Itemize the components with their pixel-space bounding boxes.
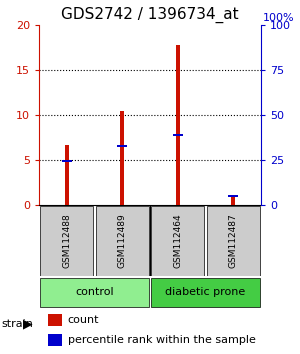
Text: GSM112487: GSM112487 (229, 213, 238, 268)
Bar (48, 314, 62, 326)
Text: GSM112464: GSM112464 (173, 213, 182, 268)
FancyBboxPatch shape (151, 278, 260, 307)
Bar (173, 134, 183, 136)
Bar (228, 195, 238, 198)
Text: control: control (75, 287, 114, 297)
Bar (176, 45, 180, 205)
Bar (48, 334, 62, 346)
Text: ▶: ▶ (22, 318, 32, 330)
Bar (62, 160, 72, 162)
Bar (120, 110, 124, 205)
Text: GSM112489: GSM112489 (118, 213, 127, 268)
Text: strain: strain (2, 319, 33, 329)
FancyBboxPatch shape (207, 206, 260, 275)
Text: percentile rank within the sample: percentile rank within the sample (68, 335, 256, 345)
Bar (117, 145, 127, 147)
Text: count: count (68, 315, 99, 325)
FancyBboxPatch shape (96, 206, 149, 275)
FancyBboxPatch shape (40, 278, 149, 307)
FancyBboxPatch shape (40, 206, 93, 275)
Title: GDS2742 / 1396734_at: GDS2742 / 1396734_at (61, 7, 239, 23)
Text: GSM112488: GSM112488 (62, 213, 71, 268)
Bar (64, 145, 69, 205)
FancyBboxPatch shape (151, 206, 204, 275)
Bar (231, 197, 236, 205)
Text: 100%: 100% (263, 13, 295, 23)
Text: diabetic prone: diabetic prone (165, 287, 246, 297)
